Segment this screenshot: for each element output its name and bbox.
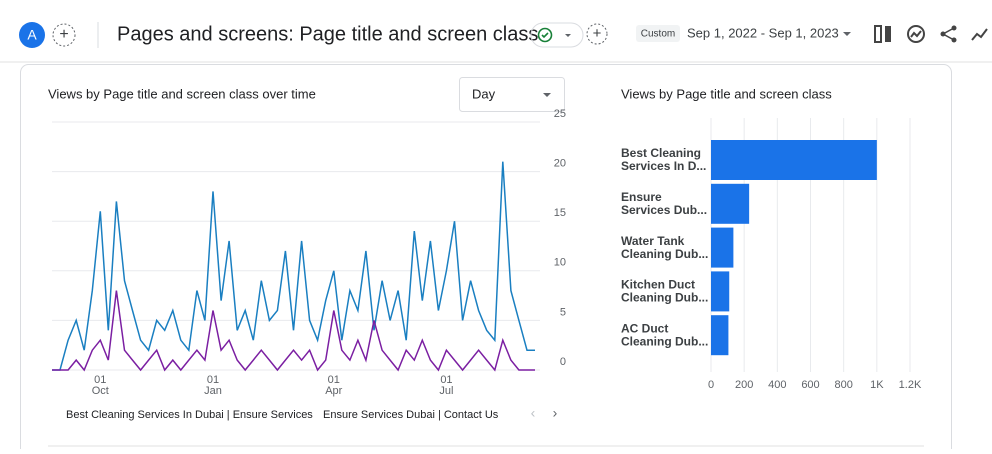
caret — [565, 34, 571, 37]
y-tick-label: Cleaning Dub... — [621, 334, 708, 348]
avatar-letter: A — [27, 27, 37, 43]
y-tick-label: Ensure — [621, 190, 662, 204]
compare-icon-part — [885, 26, 891, 42]
x-tick-label: Jan — [204, 385, 222, 397]
x-tick-label: 0 — [708, 379, 714, 391]
date-chip — [636, 25, 680, 42]
y-tick-label: 10 — [554, 257, 566, 269]
x-tick-label: 01 — [207, 374, 219, 386]
status-chip[interactable] — [530, 22, 584, 48]
x-tick-label: 01 — [440, 374, 452, 386]
x-tick-label: 1.2K — [899, 379, 922, 391]
y-tick-label: 5 — [560, 306, 566, 318]
insights-icon[interactable] — [907, 25, 925, 43]
y-tick-label: Cleaning Dub... — [621, 247, 708, 261]
chart-title: Views by Page title and screen class — [621, 86, 832, 101]
y-tick-label: AC Duct — [621, 321, 668, 335]
insights-line — [910, 30, 922, 38]
avatar[interactable] — [19, 22, 45, 48]
check — [541, 32, 549, 39]
y-tick-label: Services Dub... — [621, 203, 707, 217]
x-tick-label: 600 — [801, 379, 819, 391]
add-comparison[interactable] — [52, 23, 76, 47]
caret — [543, 93, 551, 97]
legend-next[interactable]: › — [553, 405, 558, 421]
y-tick-label: Kitchen Duct — [621, 278, 695, 292]
bar — [711, 271, 730, 312]
y-tick-label: 0 — [560, 356, 566, 368]
y-tick-label: Cleaning Dub... — [621, 291, 708, 305]
bar — [711, 140, 877, 180]
bar — [711, 315, 729, 356]
add-button[interactable] — [586, 23, 608, 45]
x-tick-label: Jul — [439, 385, 453, 397]
chart-title: Views by Page title and screen class ove… — [48, 86, 316, 101]
plus: + — [593, 25, 602, 42]
line-series — [52, 161, 535, 371]
x-tick-label: Apr — [325, 385, 342, 397]
x-tick-label: 400 — [768, 379, 786, 391]
caret — [843, 32, 851, 36]
y-tick-label: 20 — [554, 158, 566, 170]
trend-icon[interactable] — [971, 28, 988, 41]
compare-icon[interactable] — [874, 25, 882, 43]
y-tick-label: Services In D... — [621, 159, 706, 173]
date-label: Custom — [641, 29, 675, 40]
y-tick-label: Best Cleaning — [621, 146, 701, 160]
y-tick-label: 25 — [554, 108, 566, 120]
x-tick-label: Oct — [92, 385, 109, 397]
granularity-dropdown[interactable] — [459, 77, 565, 112]
legend-label: Ensure Services Dubai | Contact Us — [323, 409, 499, 421]
x-tick-label: 1K — [870, 379, 884, 391]
check-icon — [537, 27, 553, 43]
y-tick-label: Water Tank — [621, 234, 685, 248]
bar — [711, 183, 750, 224]
plus: + — [59, 26, 68, 43]
bar — [711, 227, 734, 268]
legend-label: Best Cleaning Services In Dubai | Ensure… — [66, 409, 313, 421]
legend-prev[interactable]: ‹ — [531, 405, 536, 421]
page-title: Pages and screens: Page title and screen… — [117, 23, 538, 45]
x-tick-label: 200 — [735, 379, 753, 391]
dropdown-value: Day — [472, 86, 496, 101]
line-series — [52, 290, 535, 372]
y-tick-label: 15 — [554, 207, 566, 219]
x-tick-label: 01 — [94, 374, 106, 386]
date-range[interactable]: Sep 1, 2022 - Sep 1, 2023 — [687, 25, 839, 40]
x-tick-label: 01 — [328, 374, 340, 386]
share-icon[interactable] — [940, 25, 957, 43]
x-tick-label: 800 — [834, 379, 852, 391]
